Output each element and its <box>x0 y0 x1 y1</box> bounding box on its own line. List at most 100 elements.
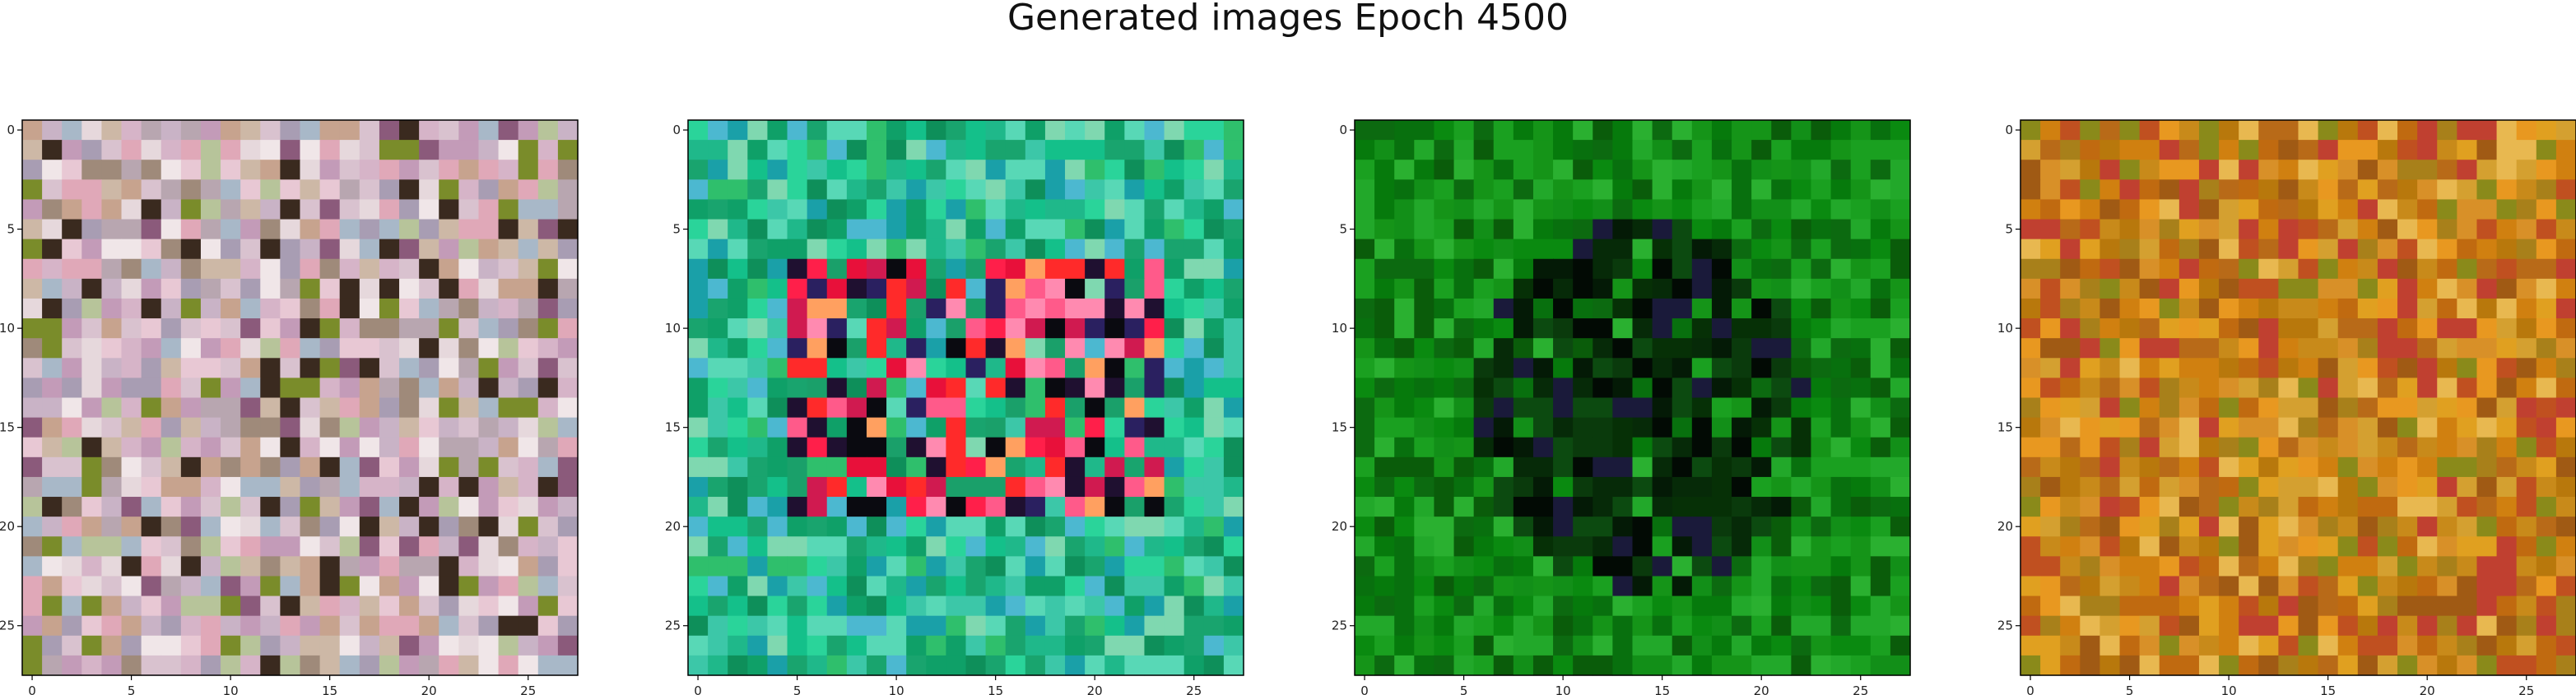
pixel-cell <box>1652 338 1673 359</box>
pixel-cell <box>1532 338 1554 359</box>
pixel-cell <box>160 497 182 517</box>
pixel-cell <box>1124 517 1146 537</box>
pixel-cell <box>280 536 301 557</box>
pixel-cell <box>2020 179 2041 201</box>
pixel-cell <box>1593 239 1613 260</box>
pixel-cell <box>1065 615 1086 637</box>
x-tick-label: 10 <box>223 683 239 695</box>
pixel-cell <box>926 298 946 319</box>
pixel-cell <box>1830 476 1852 498</box>
pixel-cell <box>708 358 728 378</box>
pixel-cell <box>1612 635 1634 656</box>
pixel-cell <box>458 476 480 498</box>
pixel-cell <box>2060 278 2081 299</box>
pixel-cell <box>2417 298 2438 319</box>
pixel-cell <box>1593 417 1613 438</box>
pixel-cell <box>1065 417 1086 438</box>
pixel-cell <box>866 239 887 260</box>
pixel-cell <box>537 497 559 517</box>
pixel-cell <box>2397 397 2418 419</box>
pixel-cell <box>2496 615 2518 637</box>
pixel-cell <box>2219 199 2239 220</box>
pixel-cell <box>1632 517 1653 537</box>
pixel-cell <box>359 476 380 498</box>
pixel-cell <box>1453 456 1475 478</box>
pixel-cell <box>62 179 82 201</box>
pixel-cell <box>1632 318 1653 339</box>
x-tick-label: 10 <box>889 683 904 695</box>
pixel-cell <box>1183 358 1205 378</box>
pixel-cell <box>1652 576 1673 597</box>
pixel-cell <box>1124 378 1146 399</box>
pixel-cell <box>826 160 848 180</box>
pixel-cell <box>965 517 987 537</box>
pixel-cell <box>1203 120 1225 141</box>
pixel-cell <box>1532 258 1554 280</box>
pixel-cell <box>2060 576 2081 597</box>
pixel-cell <box>518 635 539 656</box>
pixel-cell <box>1652 536 1673 557</box>
pixel-cell <box>2139 358 2160 378</box>
pixel-cell <box>221 338 241 359</box>
pixel-cell <box>2337 456 2359 478</box>
pixel-cell <box>1811 615 1832 637</box>
pixel-cell <box>2239 318 2259 339</box>
pixel-cell <box>300 199 321 220</box>
pixel-cell <box>180 456 202 478</box>
pixel-cell <box>1104 239 1125 260</box>
pixel-cell <box>1044 655 1066 676</box>
pixel-cell <box>1830 219 1852 240</box>
pixel-cell <box>1144 120 1165 141</box>
pixel-cell <box>965 160 987 180</box>
pixel-cell <box>1394 239 1415 260</box>
pixel-cell <box>1124 160 1146 180</box>
pixel-cell <box>1473 318 1495 339</box>
pixel-cell <box>419 179 439 201</box>
pixel-cell <box>1493 298 1514 319</box>
pixel-cell <box>728 437 748 458</box>
pixel-cell <box>1691 635 1713 656</box>
pixel-cell <box>1453 160 1475 180</box>
pixel-cell <box>1374 318 1395 339</box>
pixel-cell <box>1203 397 1225 419</box>
pixel-cell <box>807 239 828 260</box>
pixel-cell <box>518 576 539 597</box>
pixel-cell <box>2555 556 2576 577</box>
pixel-cell <box>1771 160 1792 180</box>
y-tick-label: 0 <box>2005 123 2013 137</box>
pixel-cell <box>518 160 539 180</box>
pixel-cell <box>2417 595 2438 617</box>
pixel-cell <box>1104 140 1125 160</box>
pixel-cell <box>1870 456 1891 478</box>
pixel-cell <box>1453 536 1475 557</box>
pixel-cell <box>866 338 887 359</box>
pixel-cell <box>1672 397 1693 419</box>
pixel-cell <box>688 595 709 617</box>
pixel-cell <box>81 517 103 537</box>
pixel-cell <box>1493 199 1514 220</box>
pixel-cell <box>1085 378 1105 399</box>
pixel-cell <box>866 179 887 201</box>
pixel-cell <box>1771 615 1792 637</box>
pixel-cell <box>1473 278 1495 299</box>
pixel-cell <box>537 437 559 458</box>
pixel-cell <box>1850 576 1872 597</box>
pixel-cell <box>2536 378 2557 399</box>
pixel-cell <box>1414 179 1435 201</box>
pixel-cell <box>926 258 946 280</box>
pixel-cell <box>787 179 808 201</box>
pixel-cell <box>42 258 63 280</box>
pixel-cell <box>1203 576 1225 597</box>
pixel-cell <box>1593 397 1613 419</box>
pixel-cell <box>260 179 281 201</box>
pixel-cell <box>2476 476 2498 498</box>
pixel-cell <box>280 120 301 141</box>
pixel-cell <box>399 397 420 419</box>
pixel-cell <box>1005 517 1026 537</box>
pixel-cell <box>1025 655 1046 676</box>
pixel-cell <box>518 595 539 617</box>
pixel-cell <box>1473 456 1495 478</box>
pixel-cell <box>62 417 82 438</box>
pixel-cell <box>2278 140 2299 160</box>
pixel-cell <box>240 497 261 517</box>
